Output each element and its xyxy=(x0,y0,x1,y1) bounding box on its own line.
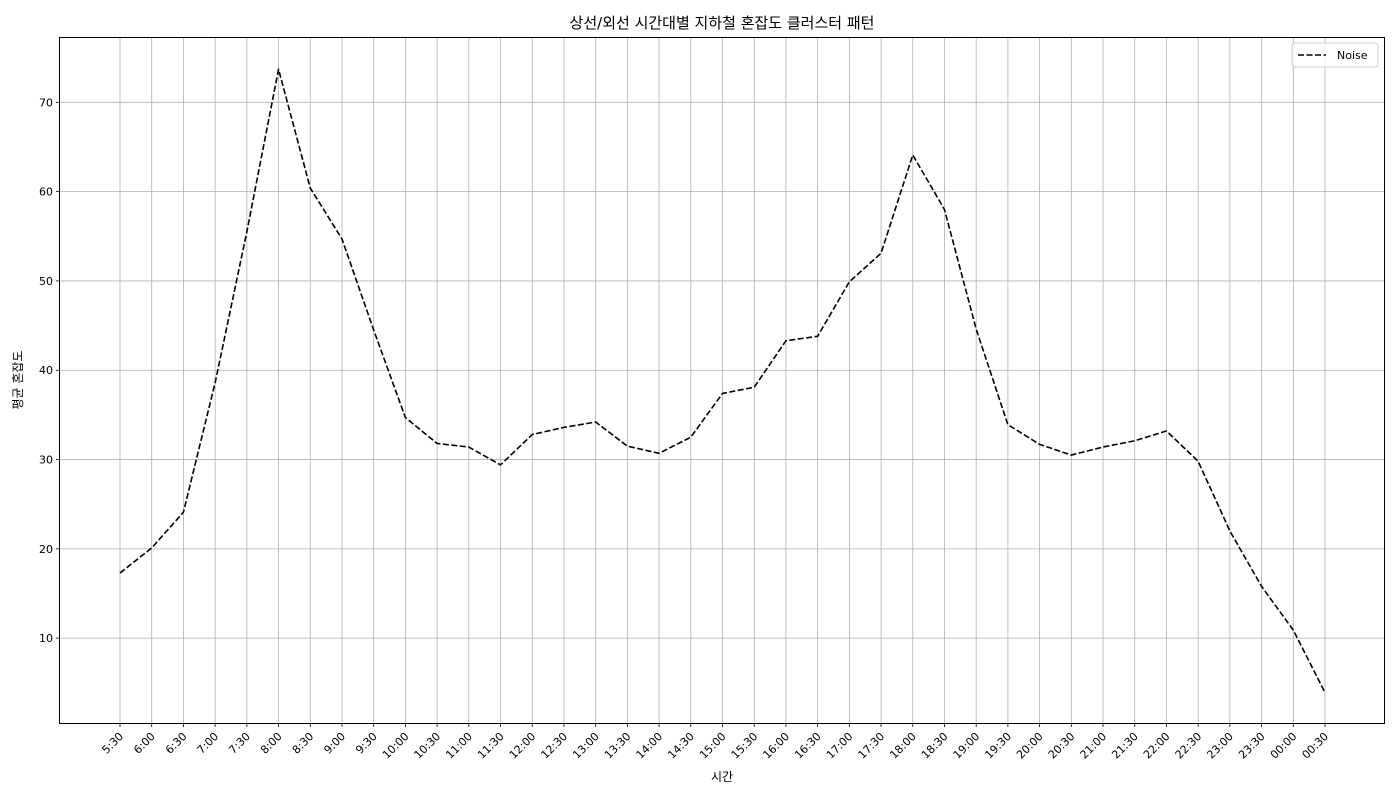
legend-label: Noise xyxy=(1337,49,1368,62)
plot-series xyxy=(119,68,1326,693)
plot-frame xyxy=(59,37,1385,724)
y-tick-label: 70 xyxy=(39,96,53,109)
legend: Noise xyxy=(1291,42,1379,68)
y-tick-label: 20 xyxy=(39,543,53,556)
y-axis-ticks: 10 20 30 40 50 60 70 xyxy=(39,96,60,645)
legend-box xyxy=(1291,42,1379,68)
y-tick-label: 60 xyxy=(39,186,53,199)
x-axis-label: 시간 xyxy=(711,770,733,784)
chart-title: 상선/외선 시간대별 지하철 혼잡도 클러스터 패턴 xyxy=(570,14,875,32)
y-tick-label: 30 xyxy=(39,454,53,467)
y-tick-label: 10 xyxy=(39,632,53,645)
y-tick-label: 50 xyxy=(39,275,53,288)
y-axis-label: 평균 혼잡도 xyxy=(11,350,25,409)
y-tick-label: 40 xyxy=(39,364,53,377)
grid-lines xyxy=(60,38,1384,723)
